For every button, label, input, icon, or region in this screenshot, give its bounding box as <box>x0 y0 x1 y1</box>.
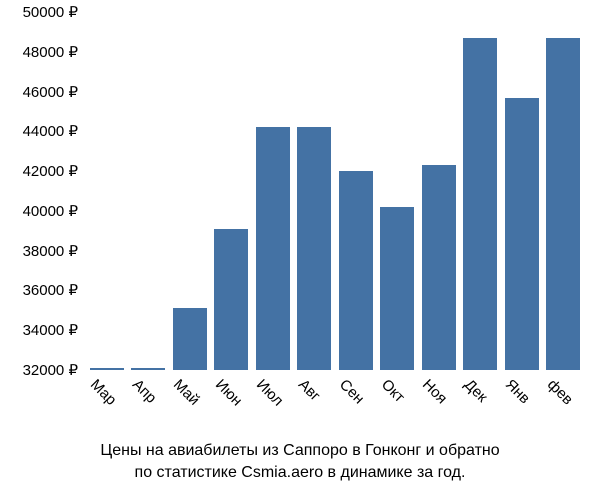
y-tick-label: 42000 ₽ <box>23 162 86 180</box>
x-tick-label: Янв <box>502 376 533 407</box>
bar <box>546 38 580 370</box>
y-tick-label: 48000 ₽ <box>23 43 86 61</box>
y-tick-label: 46000 ₽ <box>23 83 86 101</box>
bar <box>380 207 414 370</box>
bars-layer <box>86 12 584 370</box>
bar <box>463 38 497 370</box>
bar <box>214 229 248 370</box>
y-tick-label: 40000 ₽ <box>23 202 86 220</box>
x-tick-label: Авг <box>295 376 324 405</box>
x-tick-label: фев <box>544 376 576 408</box>
x-tick-label: Сен <box>336 376 367 407</box>
y-tick-label: 38000 ₽ <box>23 242 86 260</box>
x-tick-label: Июн <box>212 376 245 409</box>
x-tick-label: Мар <box>87 376 120 409</box>
y-tick-label: 34000 ₽ <box>23 321 86 339</box>
bar <box>90 368 124 370</box>
y-tick-label: 44000 ₽ <box>23 122 86 140</box>
y-tick-label: 50000 ₽ <box>23 3 86 21</box>
y-tick-label: 36000 ₽ <box>23 281 86 299</box>
bar <box>173 308 207 370</box>
bar <box>256 127 290 370</box>
plot-area: 32000 ₽34000 ₽36000 ₽38000 ₽40000 ₽42000… <box>86 12 584 370</box>
x-tick-label: Окт <box>378 376 408 406</box>
x-tick-label: Июл <box>253 376 287 410</box>
price-chart: 32000 ₽ 34000 ₽ 36000 ₽ 38000 ₽ 40000 ₽ 42000… <box>0 0 600 500</box>
bar <box>297 127 331 370</box>
x-tick-label: Май <box>170 376 203 409</box>
bar <box>131 368 165 370</box>
bar <box>505 98 539 370</box>
x-tick-label: Дек <box>461 376 491 406</box>
bar <box>422 165 456 370</box>
y-tick-label: 32000 ₽ <box>23 361 86 379</box>
bar <box>339 171 373 370</box>
chart-caption: Цены на авиабилеты из Саппоро в Гонконг … <box>0 440 600 483</box>
x-tick-label: Апр <box>129 376 160 407</box>
x-tick-label: Ноя <box>419 376 450 407</box>
